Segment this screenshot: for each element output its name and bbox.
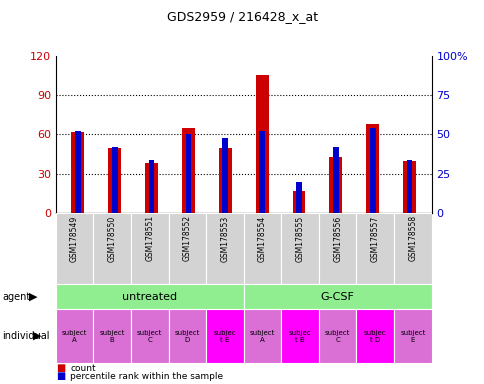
Text: G-CSF: G-CSF (320, 291, 354, 302)
Bar (93, 213, 131, 284)
Text: ■: ■ (56, 363, 65, 373)
Bar (281, 309, 318, 363)
Text: agent: agent (2, 291, 30, 302)
Bar (56, 213, 93, 284)
Text: GSM178551: GSM178551 (145, 215, 154, 262)
Bar (281, 213, 318, 284)
Bar (259, 131, 264, 213)
Text: subject
A: subject A (62, 329, 87, 343)
Text: subject
C: subject C (324, 329, 349, 343)
Bar (206, 309, 243, 363)
Bar (369, 128, 375, 213)
Bar (168, 309, 206, 363)
Bar (108, 147, 121, 213)
Bar (93, 309, 131, 363)
Bar (393, 213, 431, 284)
Text: untreated: untreated (122, 291, 177, 302)
Bar (332, 147, 338, 213)
Text: GSM178555: GSM178555 (295, 215, 304, 262)
Bar (75, 131, 81, 213)
Text: subject
B: subject B (99, 329, 124, 343)
Text: subject
C: subject C (137, 329, 162, 343)
Bar (145, 163, 158, 213)
Text: subjec
t D: subjec t D (363, 329, 386, 343)
Text: subject
E: subject E (399, 329, 424, 343)
Bar (243, 213, 281, 284)
Bar (243, 284, 431, 309)
Text: count: count (70, 364, 96, 373)
Text: percentile rank within the sample: percentile rank within the sample (70, 372, 223, 381)
Bar (318, 213, 356, 284)
Text: ■: ■ (56, 371, 65, 381)
Bar (222, 137, 227, 213)
Text: GSM178556: GSM178556 (333, 215, 342, 262)
Bar (365, 124, 378, 213)
Bar (112, 147, 118, 213)
Bar (168, 213, 206, 284)
Bar (131, 309, 168, 363)
Bar (71, 132, 84, 213)
Text: subject
A: subject A (249, 329, 274, 343)
Bar (56, 309, 93, 363)
Bar (255, 75, 268, 213)
Bar (218, 147, 231, 213)
Bar (356, 309, 393, 363)
Text: GDS2959 / 216428_x_at: GDS2959 / 216428_x_at (166, 10, 318, 23)
Text: GSM178553: GSM178553 (220, 215, 229, 262)
Text: GSM178558: GSM178558 (408, 215, 417, 262)
Text: GSM178549: GSM178549 (70, 215, 79, 262)
Text: GSM178557: GSM178557 (370, 215, 379, 262)
Text: GSM178550: GSM178550 (107, 215, 117, 262)
Text: subjec
t E: subjec t E (213, 329, 236, 343)
Bar (295, 182, 301, 213)
Bar (206, 213, 243, 284)
Bar (292, 191, 305, 213)
Bar (131, 213, 168, 284)
Text: GSM178552: GSM178552 (182, 215, 192, 262)
Bar (318, 309, 356, 363)
Text: subject
D: subject D (174, 329, 199, 343)
Bar (402, 161, 415, 213)
Text: ▶: ▶ (29, 291, 38, 302)
Bar (185, 134, 191, 213)
Bar (243, 309, 281, 363)
Bar (393, 309, 431, 363)
Bar (356, 213, 393, 284)
Bar (329, 157, 342, 213)
Text: individual: individual (2, 331, 50, 341)
Bar (56, 284, 243, 309)
Bar (182, 128, 195, 213)
Bar (406, 160, 411, 213)
Bar (149, 160, 154, 213)
Text: ▶: ▶ (33, 331, 42, 341)
Text: GSM178554: GSM178554 (257, 215, 267, 262)
Text: subjec
t B: subjec t B (288, 329, 311, 343)
